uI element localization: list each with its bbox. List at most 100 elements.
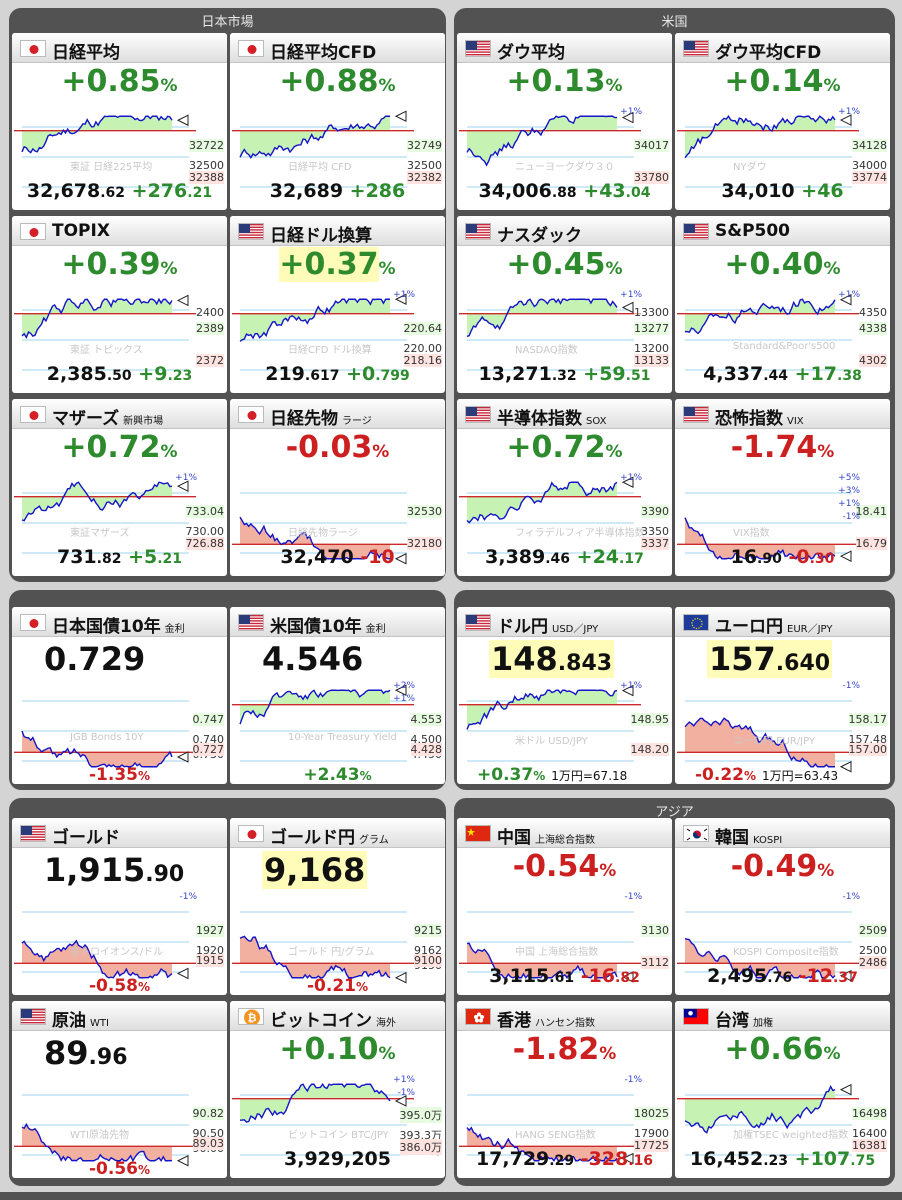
market-card-shanghai[interactable]: 中国 上海総合指数 3130 3112 -1% 中国 上海総合指数 -0.54% 3,115.…	[457, 818, 672, 995]
price-area	[685, 517, 835, 559]
card-name: ダウ平均CFD	[715, 43, 822, 63]
hk-flag-icon	[465, 1008, 491, 1025]
current-price-marker	[621, 301, 634, 314]
kr-flag-icon	[683, 825, 709, 842]
percent-value: +0.39	[61, 247, 161, 282]
price-area	[685, 116, 835, 158]
current-price-marker	[176, 114, 189, 127]
change-dec: .38	[837, 368, 862, 384]
market-card-kospi[interactable]: 韓国 KOSPI 2509 2500 2486 -1% KOSPI Composite指数 -…	[675, 818, 890, 995]
chart-watermark: ビットコイン BTC/JPY	[288, 1130, 389, 1141]
us-flag-icon	[683, 406, 709, 423]
market-card-taiwan[interactable]: 台湾 加権 16498 16400 16381 加権TSEC weighted指数 +0.6…	[675, 1001, 890, 1178]
us-flag-icon	[465, 40, 491, 57]
percent-value: +0.45	[506, 247, 606, 282]
card-name: ダウ平均	[497, 43, 565, 63]
market-card-mothers[interactable]: マザーズ 新興市場 733.04 730.00 726.88 +1% 東証マザーズ +0.72…	[12, 399, 227, 576]
percent-change: +0.39%	[12, 247, 227, 282]
percent-change: -0.22% 1万円=63.43	[675, 765, 890, 784]
percent-change: +0.37%	[230, 247, 445, 282]
change-int: +24	[576, 546, 620, 568]
next-section-edge	[0, 1192, 902, 1200]
card-name: マザーズ	[52, 409, 120, 429]
axis-label-lo: 33774	[852, 171, 887, 184]
price-change: +107.75	[795, 1148, 875, 1170]
current-price-marker	[621, 111, 634, 124]
value-int: 4.546	[262, 640, 364, 678]
axis-label-mid: 2500	[859, 944, 887, 957]
current-price-marker	[394, 684, 407, 697]
conversion-note: 1万円=67.18	[551, 769, 628, 783]
market-card-ust10[interactable]: 米国債10年金利4.5534.5004.4504.428+2%+1%10-Yea…	[230, 607, 445, 784]
current-price-marker	[394, 293, 407, 306]
percent-value: -0.03	[285, 430, 373, 465]
price-row: 34,010 +46	[675, 180, 890, 202]
market-card-eurjpy[interactable]: ユーロ円 EUR／JPY 158.17 157.48 157.00 -1% ユーロ円 EUR…	[675, 607, 890, 784]
price-dec: .23	[763, 1153, 789, 1169]
market-card-hsi[interactable]: 香港 ハンセン指数 18025 17900 17725 -1% HANG SENG指数 -1.…	[457, 1001, 672, 1178]
market-card-goldjpy[interactable]: ゴールド円グラム9215916291509100ゴールド 円/グラム9,168-…	[230, 818, 445, 995]
percent-band-b1: +1%	[393, 290, 415, 300]
price-int: 16,452	[689, 1148, 764, 1170]
market-card-nasdaq[interactable]: ナスダック 13300 13277 13200 13133 +1% NASDAQ指数 +0.4…	[457, 216, 672, 393]
card-title: ナスダック	[497, 221, 582, 246]
percent-unit: %	[378, 1044, 396, 1064]
us-flag-icon	[465, 406, 491, 423]
current-price-marker	[394, 110, 407, 123]
market-card-vix[interactable]: 恐怖指数 VIX 18.41 16.79 +5% +3% +1% -1% VIX指数 -1.74%…	[675, 399, 890, 576]
price-row: 2,385.50 +9.23	[12, 363, 227, 385]
percent-band-b1: +1%	[393, 1075, 415, 1085]
market-card-topix[interactable]: TOPIX 2400 2389 2372 東証 トピックス +0.39% 2,385.50 …	[12, 216, 227, 393]
axis-label-mid: 90.50	[192, 1127, 224, 1140]
axis-label-top: 4350	[859, 306, 887, 319]
axis-label-mid: 730.00	[185, 525, 224, 538]
percent-band-b3: +1%	[838, 499, 860, 509]
axis-label-hi: 158.17	[848, 713, 887, 726]
market-card-n225[interactable]: 日経平均 32722 32500 32388 東証 日経225平均 +0.85% 32,67…	[12, 33, 227, 210]
us-flag-icon	[20, 825, 46, 842]
card-header: ゴールド	[12, 818, 227, 848]
price-area	[240, 690, 390, 725]
market-card-nkusd[interactable]: 日経ドル換算 220.64 220.00 218.16 +1% 日経CFD ドル換算 +0.…	[230, 216, 445, 393]
card-name: 日本国債10年	[52, 617, 161, 637]
percent-change: -0.03%	[230, 430, 445, 465]
percent-value: -1.74	[730, 430, 818, 465]
market-card-dowcfd[interactable]: ダウ平均CFD 34128 34000 33774 +1% NYダウ +0.14% 34,01…	[675, 33, 890, 210]
intraday-chart	[459, 684, 641, 762]
market-card-nkfut[interactable]: 日経先物 ラージ 32530 32180 日経先物ラージ -0.03% 32,470 -10	[230, 399, 445, 576]
market-card-btc[interactable]: ビットコイン海外395.0万393.3万390.0万386.0万+1%-1%ビッ…	[230, 1001, 445, 1178]
market-card-wti[interactable]: 原油WTI90.8290.5090.0089.03WTI原油先物89.96-0.…	[12, 1001, 227, 1178]
price-int: 3,389	[485, 546, 546, 568]
market-card-usdjpy[interactable]: ドル円 USD／JPY 148.95 148.20 +1% 米ドル USD/JPY 148.…	[457, 607, 672, 784]
card-title: ゴールド	[52, 823, 120, 848]
axis-label-mid: 34000	[852, 159, 887, 172]
percent-band-b2: -1%	[397, 1088, 415, 1098]
price-area	[467, 1127, 617, 1161]
market-card-sp500[interactable]: S&P500 4350 4338 4302 +1% Standard&Poor's500 +…	[675, 216, 890, 393]
axis-label-hi: 0.747	[192, 713, 224, 726]
market-card-sox[interactable]: 半導体指数 SOX 3390 3350 3337 +1% フィラデルフィア半導体指数 +0.7…	[457, 399, 672, 576]
card-name: 台湾	[715, 1011, 749, 1031]
percent-value: +2.43	[303, 765, 360, 784]
current-price-marker	[621, 684, 634, 697]
price-area	[685, 299, 835, 334]
price-line	[684, 717, 835, 768]
market-card-dow[interactable]: ダウ平均 34017 33780 +1% ニューヨークダウ３０ +0.13% 34,006.…	[457, 33, 672, 210]
price-row: 16,452.23 +107.75	[675, 1148, 890, 1170]
axis-label-lo: 386.0万	[399, 1139, 442, 1155]
intraday-chart	[677, 1083, 859, 1156]
intraday-chart	[459, 298, 641, 371]
axis-label-lo: 148.20	[630, 743, 669, 756]
percent-value: -0.22	[695, 765, 744, 784]
current-value: 0.729	[44, 640, 145, 678]
price-change: -12.37	[799, 965, 858, 987]
market-card-gold[interactable]: ゴールド 1927 1920 1915 -1% 金トロイオンス/ドル 1,915.90 -0.…	[12, 818, 227, 995]
card-name: 日経ドル換算	[270, 226, 372, 246]
price-line	[21, 1122, 173, 1163]
intraday-chart	[677, 492, 859, 562]
market-card-n225cfd[interactable]: 日経平均CFD 32749 32500 32382 日経平均 CFD +0.88% 32,6…	[230, 33, 445, 210]
tw-flag-icon	[683, 1008, 709, 1025]
value-int: 9,168	[264, 851, 366, 889]
price-area	[22, 1124, 172, 1161]
